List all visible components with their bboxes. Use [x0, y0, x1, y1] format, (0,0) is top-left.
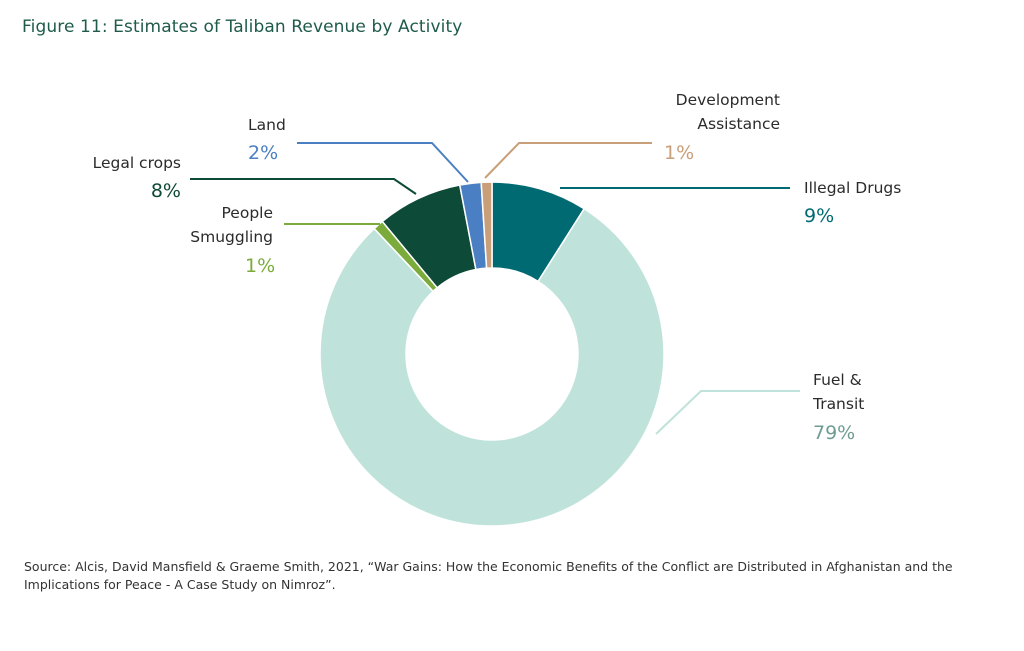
label-illegal-drugs: Illegal Drugs — [804, 179, 902, 197]
leader-line-fuel-transit — [655, 390, 800, 435]
value-development-assistance: 1% — [664, 142, 695, 164]
label-fuel-line1: Fuel & — [813, 371, 862, 389]
label-fuel-transit: Fuel & Transit — [813, 368, 864, 416]
slice-development-assistance — [480, 181, 493, 269]
source-note: Source: Alcis, David Mansfield & Graeme … — [24, 559, 953, 592]
value-illegal-drugs: 9% — [804, 205, 835, 227]
leader-line-land — [297, 142, 469, 183]
label-development-line1: Development — [675, 91, 780, 109]
label-legal-crops: Legal crops — [92, 154, 181, 172]
label-people-line1: People — [221, 204, 274, 222]
leader-line-legal-crops — [190, 178, 417, 195]
value-people-smuggling: 1% — [245, 255, 276, 277]
value-land: 2% — [248, 142, 279, 164]
figure-title: Figure 11: Estimates of Taliban Revenue … — [22, 17, 463, 37]
label-fuel-line2: Transit — [813, 395, 865, 413]
label-people-smuggling: People Smuggling — [100, 201, 273, 249]
label-people-line2: Smuggling — [190, 228, 273, 246]
leader-line-development-assistance — [484, 142, 652, 179]
label-land: Land — [248, 116, 286, 134]
slice-fuel-transit — [319, 207, 665, 527]
label-development-assistance: Development Assistance — [620, 88, 780, 136]
value-fuel-transit: 79% — [813, 422, 856, 444]
value-legal-crops: 8% — [150, 180, 181, 202]
label-development-line2: Assistance — [697, 115, 780, 133]
